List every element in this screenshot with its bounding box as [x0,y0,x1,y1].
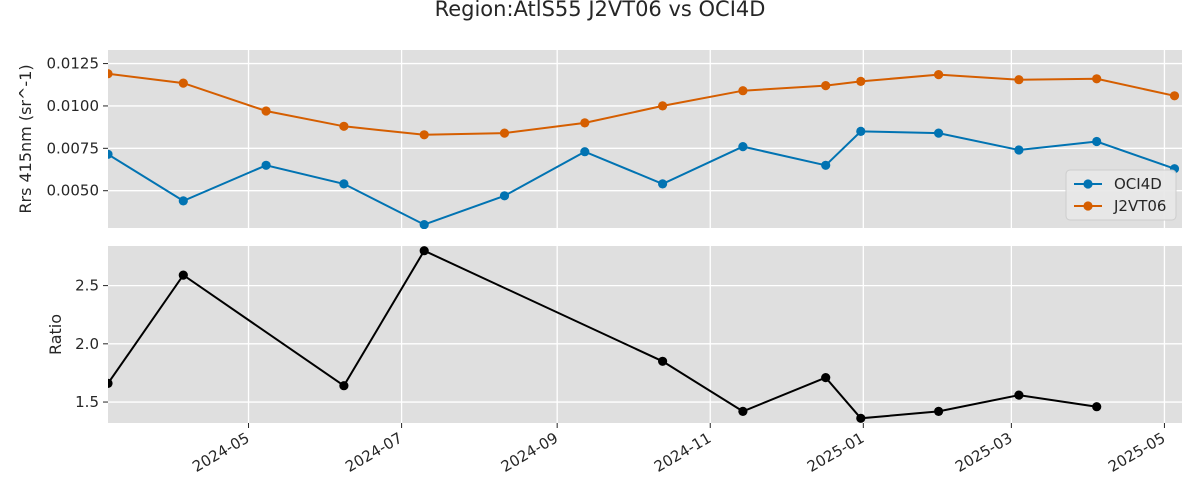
data-point-j2vt06-10 [856,76,866,86]
xtick-label-5: 2025-03 [952,429,1015,476]
data-point-j2vt06-13 [1092,74,1102,84]
data-point-ratio-0 [108,378,113,388]
xtick-label-1: 2024-07 [342,429,405,476]
data-point-oci4d-2 [261,160,271,170]
data-point-j2vt06-5 [499,128,510,138]
data-point-ratio-9 [1014,390,1024,400]
data-point-oci4d-7 [658,179,668,189]
legend-marker-j2vt06 [1083,201,1093,211]
data-point-oci4d-0 [108,149,113,159]
data-point-oci4d-11 [934,128,944,138]
ytick-label-bottom-1: 2.0 [75,335,99,353]
data-point-oci4d-13 [1092,136,1102,147]
data-point-ratio-10 [1092,402,1102,412]
data-point-oci4d-12 [1014,145,1024,155]
plot-area-bottom [108,246,1182,423]
panel-top: 0.0050 0.0075 0.0100 0.0125 Rrs 415nm (sr^-1… [16,50,1182,229]
data-point-ratio-5 [738,406,748,416]
data-point-oci4d-4 [419,220,429,229]
x-axis: 2024-05 2024-07 2024-09 2024-11 2025-01 2025-… [189,423,1168,476]
xtick-label-0: 2024-05 [189,429,252,476]
data-point-j2vt06-2 [261,106,271,116]
data-point-j2vt06-3 [339,121,349,131]
panel-bottom: 1.5 2.0 2.5 Ratio [46,246,1182,423]
series-group-top [108,69,1180,229]
data-point-ratio-3 [419,246,429,256]
ytick-label-top-0: 0.0050 [47,182,100,200]
legend-box [1065,169,1177,221]
data-point-j2vt06-1 [178,78,188,88]
data-point-j2vt06-11 [934,70,944,80]
xtick-label-3: 2024-11 [651,429,714,476]
data-point-ratio-6 [821,373,831,383]
ylabel-top: Rrs 415nm (sr^-1) [16,64,35,213]
data-point-j2vt06-6 [580,118,590,128]
legend-label-oci4d: OCI4D [1114,175,1162,193]
data-point-oci4d-3 [339,179,349,189]
ytick-label-bottom-0: 1.5 [75,393,99,411]
ytick-label-bottom-2: 2.5 [75,277,99,295]
data-point-oci4d-10 [856,126,866,136]
data-point-j2vt06-4 [419,130,429,140]
xtick-label-2: 2024-09 [498,429,561,476]
data-point-oci4d-1 [178,196,188,206]
data-point-j2vt06-12 [1014,75,1024,85]
ytick-label-top-2: 0.0100 [47,97,100,115]
data-point-j2vt06-8 [738,86,748,96]
ytick-label-top-3: 0.0125 [47,55,100,73]
xtick-label-4: 2025-01 [804,429,867,476]
legend-marker-oci4d [1083,179,1093,189]
xtick-label-6: 2025-05 [1105,429,1168,476]
chart-title: Region:AtlS55 J2VT06 vs OCI4D [435,0,766,21]
data-point-ratio-4 [658,356,668,366]
legend-label-j2vt06: J2VT06 [1113,197,1166,215]
ylabel-bottom: Ratio [46,314,65,355]
data-point-oci4d-9 [821,160,831,170]
data-point-j2vt06-14 [1169,91,1180,101]
data-point-j2vt06-0 [108,69,113,79]
data-point-ratio-1 [178,270,188,280]
data-point-oci4d-5 [499,191,510,201]
data-point-ratio-8 [934,406,944,416]
data-point-j2vt06-7 [658,101,668,111]
data-point-ratio-2 [339,381,349,391]
data-point-oci4d-8 [738,142,748,152]
data-point-ratio-7 [856,413,866,423]
series-group-bottom [108,246,1102,423]
data-point-oci4d-6 [580,147,590,157]
ytick-label-top-1: 0.0075 [47,139,100,157]
legend: OCI4D J2VT06 [1065,169,1177,221]
data-point-j2vt06-9 [821,81,831,91]
